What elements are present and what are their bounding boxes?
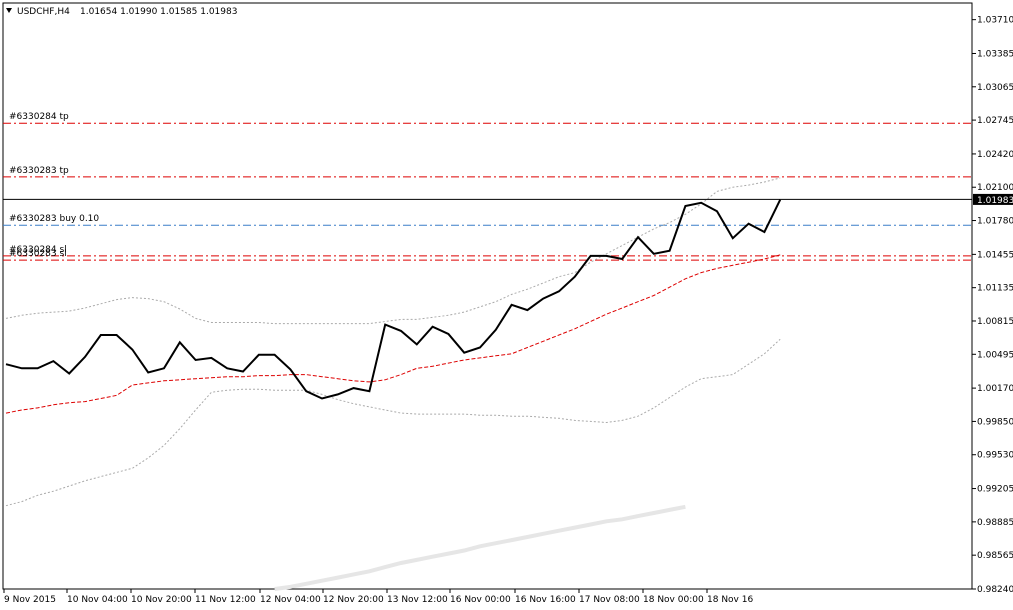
level-label: #6330283 buy 0.10 [9, 214, 99, 224]
series-group [5, 177, 782, 591]
chart-header: USDCHF,H4 1.01654 1.01990 1.01585 1.0198… [6, 7, 237, 17]
caret-down-icon[interactable] [6, 8, 12, 13]
y-tick-label: 1.02100 [977, 183, 1013, 193]
level-label: #6330284 tp [9, 112, 69, 122]
level-label: #6330284 sl [9, 245, 67, 255]
time-axis: 9 Nov 2015 10 Nov 04:00 10 Nov 20:00 11 Nov… [3, 589, 753, 605]
series-long-average [274, 504, 686, 591]
y-tick-label: 0.98885 [977, 518, 1013, 528]
current-price-label: 1.01983 [977, 196, 1013, 206]
y-tick-label: 1.00815 [977, 317, 1013, 327]
y-tick-label: 0.98565 [977, 551, 1013, 561]
plot-frame [2, 2, 973, 590]
series-moving-average [5, 254, 781, 414]
y-tick-label: 1.01135 [977, 284, 1013, 294]
current-price-tag-bg [973, 193, 1013, 205]
x-tick-label: 13 Nov 12:00 [387, 595, 448, 605]
x-tick-label: 16 Nov 16:00 [515, 595, 576, 605]
y-tick-label: 1.00495 [977, 350, 1013, 360]
y-tick-label: 0.99205 [977, 485, 1013, 495]
current-price-tag: 1.01983 [973, 193, 1013, 206]
y-tick-label: 1.03385 [977, 49, 1013, 59]
x-tick-label: 18 Nov 00:00 [643, 595, 704, 605]
y-tick-label: 1.00170 [977, 384, 1013, 394]
order-levels: #6330284 tp #6330283 tp #6330283 buy 0.10 #… [3, 112, 972, 261]
level-label: #6330283 sl [9, 249, 67, 259]
y-tick-label: 0.98240 [977, 585, 1013, 595]
y-tick-label: 1.01455 [977, 250, 1013, 260]
price-axis: 1.03710 1.03385 1.03065 1.02745 1.02420 1.021… [972, 16, 1013, 595]
y-tick-label: 1.03710 [977, 16, 1013, 26]
x-tick-label: 18 Nov 16 [707, 595, 753, 605]
x-tick-label: 12 Nov 04:00 [260, 595, 321, 605]
symbol-label: USDCHF,H4 [17, 7, 70, 17]
x-tick-label: 12 Nov 20:00 [323, 595, 384, 605]
x-tick-label: 9 Nov 2015 [4, 595, 56, 605]
level-label: #6330283 tp [9, 166, 69, 176]
x-tick-label: 16 Nov 00:00 [450, 595, 511, 605]
x-tick-label: 17 Nov 08:00 [579, 595, 640, 605]
x-tick-label: 10 Nov 04:00 [67, 595, 128, 605]
y-tick-label: 1.02745 [977, 116, 1013, 126]
y-tick-label: 0.99850 [977, 417, 1013, 427]
y-tick-label: 0.99530 [977, 451, 1013, 461]
y-tick-label: 1.02420 [977, 150, 1013, 160]
series-close [5, 199, 782, 400]
y-tick-label: 1.03065 [977, 83, 1013, 93]
x-tick-label: 10 Nov 20:00 [131, 595, 192, 605]
ohlc-label: 1.01654 1.01990 1.01585 1.01983 [80, 7, 237, 17]
x-tick-label: 11 Nov 12:00 [195, 595, 256, 605]
y-tick-label: 1.01780 [977, 217, 1013, 227]
